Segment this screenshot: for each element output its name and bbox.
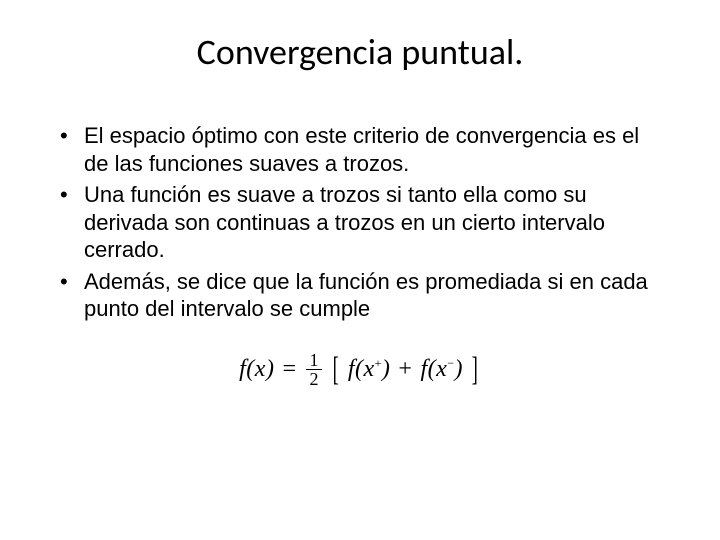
formula-term: f(x+) [348,356,391,383]
superscript-plus: + [375,356,382,370]
formula-term1-base: f(x [348,356,375,382]
list-item: Una función es suave a trozos si tanto e… [60,181,660,264]
superscript-minus: − [447,356,454,370]
left-bracket-icon: [ [333,351,340,389]
slide-title: Convergencia puntual. [60,30,660,74]
bullet-list: El espacio óptimo con este criterio de c… [60,122,660,323]
formula-term2-close: ) [455,356,464,382]
formula-term2-base: f(x [420,356,447,382]
fraction-numerator: 1 [306,351,322,370]
slide: Convergencia puntual. El espacio óptimo … [0,0,720,540]
formula: f(x) = 1 2 [ f(x+) + f(x−) ] [60,351,660,389]
formula-fraction: 1 2 [306,351,322,388]
formula-term: f(x−) [420,356,463,383]
formula-term1-close: ) [382,356,391,382]
formula-lhs: f(x) [239,356,274,383]
formula-equals: = [282,356,296,383]
list-item: Además, se dice que la función es promed… [60,268,660,323]
right-bracket-icon: ] [472,351,479,389]
fraction-denominator: 2 [306,370,322,388]
list-item: El espacio óptimo con este criterio de c… [60,122,660,177]
formula-plus: + [398,356,412,383]
